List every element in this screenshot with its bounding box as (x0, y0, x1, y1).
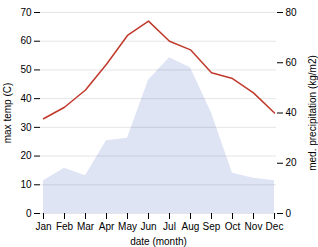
svg-text:Dec: Dec (266, 221, 284, 232)
svg-text:20: 20 (20, 150, 32, 161)
svg-text:Sep: Sep (203, 221, 221, 232)
svg-text:max temp (C): max temp (C) (2, 83, 13, 144)
svg-text:Aug: Aug (182, 221, 200, 232)
svg-text:Feb: Feb (56, 221, 74, 232)
svg-text:date (month): date (month) (130, 236, 187, 247)
svg-text:20: 20 (286, 157, 298, 168)
svg-text:50: 50 (20, 64, 32, 75)
svg-text:80: 80 (286, 7, 298, 18)
svg-text:70: 70 (20, 7, 32, 18)
svg-text:Oct: Oct (225, 221, 241, 232)
svg-text:Jul: Jul (163, 221, 176, 232)
svg-text:10: 10 (20, 179, 32, 190)
svg-text:med. precipitation (kg/m2): med. precipitation (kg/m2) (307, 55, 318, 171)
svg-text:40: 40 (20, 93, 32, 104)
svg-text:Jan: Jan (35, 221, 51, 232)
svg-text:30: 30 (20, 122, 32, 133)
svg-text:60: 60 (20, 35, 32, 46)
svg-text:40: 40 (286, 107, 298, 118)
svg-text:60: 60 (286, 57, 298, 68)
svg-text:May: May (118, 221, 137, 232)
svg-text:0: 0 (286, 208, 292, 219)
svg-text:Nov: Nov (245, 221, 263, 232)
svg-text:0: 0 (26, 208, 32, 219)
svg-text:Jun: Jun (140, 221, 156, 232)
svg-text:Mar: Mar (77, 221, 95, 232)
svg-text:Apr: Apr (99, 221, 115, 232)
